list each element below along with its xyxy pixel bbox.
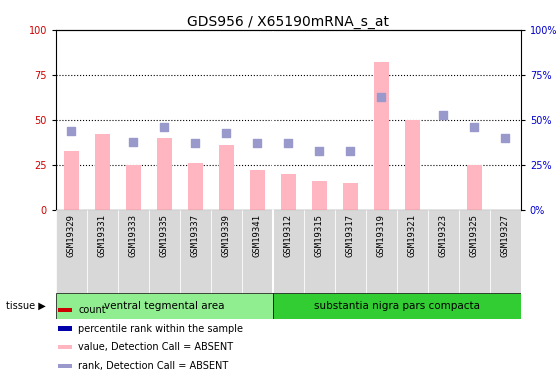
Bar <box>56 210 87 292</box>
Bar <box>188 163 203 210</box>
Text: value, Detection Call = ABSENT: value, Detection Call = ABSENT <box>78 342 234 352</box>
Bar <box>95 134 110 210</box>
Point <box>439 112 448 118</box>
Bar <box>459 210 490 292</box>
Bar <box>374 62 389 210</box>
Bar <box>157 138 172 210</box>
Text: count: count <box>78 305 106 315</box>
Bar <box>58 308 72 312</box>
Point <box>377 94 386 100</box>
Bar <box>273 292 521 319</box>
Text: GSM19333: GSM19333 <box>129 214 138 257</box>
Bar <box>312 181 327 210</box>
Bar <box>64 151 80 210</box>
Text: GSM19339: GSM19339 <box>222 214 231 257</box>
Point <box>501 135 510 141</box>
Text: GSM19331: GSM19331 <box>98 214 107 257</box>
Bar <box>366 210 397 292</box>
Bar <box>149 210 180 292</box>
Bar <box>58 326 72 331</box>
Point <box>470 124 479 130</box>
Text: GSM19337: GSM19337 <box>191 214 200 257</box>
Point <box>222 130 231 136</box>
Bar <box>490 210 521 292</box>
Point <box>191 140 200 146</box>
Bar <box>250 170 265 210</box>
Text: ventral tegmental area: ventral tegmental area <box>104 301 225 310</box>
Bar <box>304 210 335 292</box>
Bar <box>397 210 428 292</box>
Text: GSM19341: GSM19341 <box>253 214 262 257</box>
Text: GSM19317: GSM19317 <box>346 214 355 257</box>
Text: GSM19325: GSM19325 <box>470 214 479 257</box>
Bar <box>281 174 296 210</box>
Point <box>284 140 293 146</box>
Bar <box>180 210 211 292</box>
Bar <box>56 292 273 319</box>
Point <box>315 148 324 154</box>
Bar <box>118 210 149 292</box>
Title: GDS956 / X65190mRNA_s_at: GDS956 / X65190mRNA_s_at <box>188 15 389 29</box>
Text: GSM19323: GSM19323 <box>439 214 448 257</box>
Text: percentile rank within the sample: percentile rank within the sample <box>78 324 243 333</box>
Bar <box>405 120 420 210</box>
Bar <box>58 364 72 368</box>
Bar <box>428 210 459 292</box>
Bar <box>466 165 482 210</box>
Text: GSM19329: GSM19329 <box>67 214 76 257</box>
Bar <box>343 183 358 210</box>
Text: GSM19315: GSM19315 <box>315 214 324 257</box>
Text: substantia nigra pars compacta: substantia nigra pars compacta <box>314 301 480 310</box>
Point <box>253 140 262 146</box>
Point <box>67 128 76 134</box>
Bar <box>335 210 366 292</box>
Bar <box>218 145 234 210</box>
Bar <box>211 210 242 292</box>
Text: GSM19327: GSM19327 <box>501 214 510 257</box>
Point <box>129 139 138 145</box>
Bar <box>87 210 118 292</box>
Bar <box>125 165 141 210</box>
Bar <box>242 210 273 292</box>
Text: GSM19321: GSM19321 <box>408 214 417 257</box>
Text: GSM19335: GSM19335 <box>160 214 169 257</box>
Text: GSM19319: GSM19319 <box>377 214 386 257</box>
Point <box>346 148 355 154</box>
Bar <box>273 210 304 292</box>
Point <box>160 124 169 130</box>
Text: GSM19312: GSM19312 <box>284 214 293 257</box>
Text: tissue ▶: tissue ▶ <box>6 301 45 310</box>
Text: rank, Detection Call = ABSENT: rank, Detection Call = ABSENT <box>78 361 228 371</box>
Bar <box>58 345 72 350</box>
